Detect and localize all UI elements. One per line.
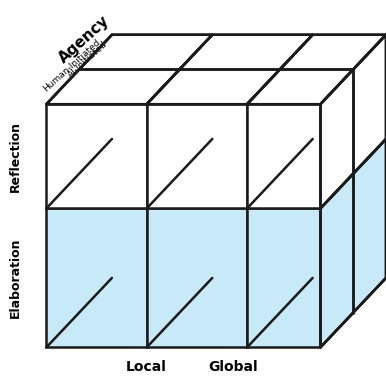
Polygon shape <box>247 35 386 104</box>
Polygon shape <box>46 208 147 347</box>
Text: Elaboration: Elaboration <box>9 238 22 318</box>
Text: AI-Initiated: AI-Initiated <box>66 40 110 80</box>
Text: Local: Local <box>126 361 167 374</box>
Polygon shape <box>147 208 247 347</box>
Polygon shape <box>247 208 320 347</box>
Polygon shape <box>313 35 386 139</box>
Polygon shape <box>147 104 247 208</box>
Polygon shape <box>147 35 313 104</box>
Polygon shape <box>46 35 212 104</box>
Text: Global: Global <box>209 361 258 374</box>
Polygon shape <box>112 139 212 278</box>
Text: Human-Initiated: Human-Initiated <box>42 38 102 94</box>
Polygon shape <box>112 35 212 139</box>
Polygon shape <box>46 104 147 208</box>
Polygon shape <box>212 35 313 139</box>
Polygon shape <box>313 139 386 278</box>
Polygon shape <box>212 139 313 278</box>
Polygon shape <box>320 139 386 347</box>
Polygon shape <box>247 104 320 208</box>
Text: Agency: Agency <box>56 13 113 66</box>
Polygon shape <box>320 35 386 208</box>
Text: Reflection: Reflection <box>9 121 22 192</box>
